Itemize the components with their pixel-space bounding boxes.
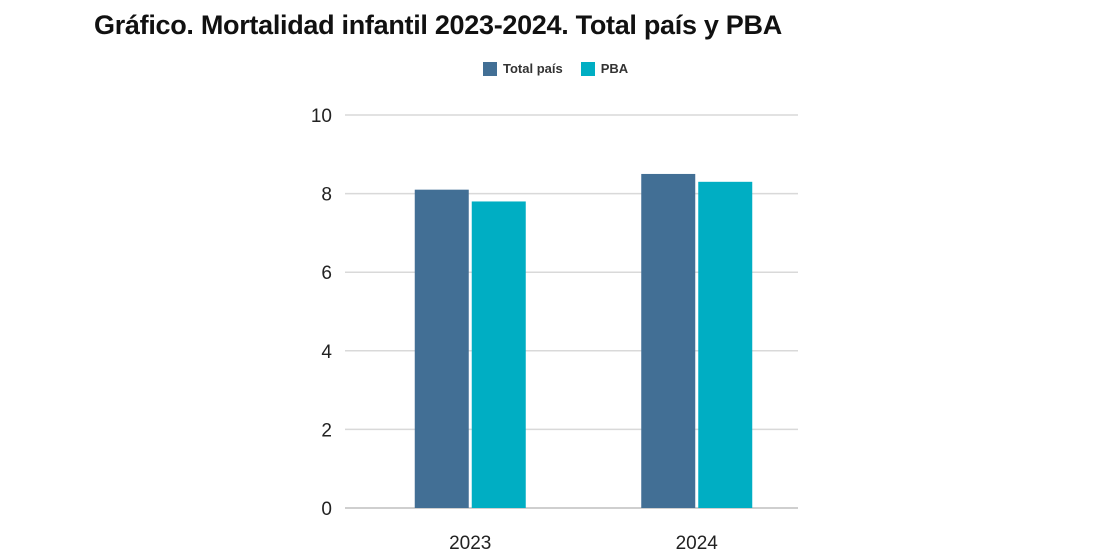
- legend-label-pba: PBA: [600, 61, 629, 76]
- chart-legend: Total país PBA: [483, 61, 628, 76]
- x-axis-ticks: 2023 2024: [449, 533, 718, 554]
- legend-swatch-pba: [580, 61, 595, 76]
- legend-label-total-pais: Total país: [503, 61, 563, 76]
- x-tick-label: 2023: [449, 533, 491, 554]
- y-tick-label: 2: [321, 420, 332, 441]
- bar-pba-2024: [698, 181, 753, 508]
- y-tick-label: 0: [321, 499, 332, 520]
- y-axis-ticks: 0 2 4 6 8 10: [311, 106, 333, 520]
- legend-swatch-total-pais: [483, 61, 497, 76]
- bar-pba-2023: [471, 201, 526, 508]
- chart-title: Gráfico. Mortalidad infantil 2023-2024. …: [94, 10, 782, 40]
- legend-item-pba: PBA: [580, 61, 629, 76]
- y-tick-label: 8: [321, 185, 332, 206]
- y-tick-label: 10: [311, 106, 332, 127]
- y-tick-label: 6: [321, 263, 332, 284]
- y-tick-label: 4: [321, 342, 332, 363]
- x-tick-label: 2024: [676, 533, 719, 554]
- legend-item-total-pais: Total país: [483, 61, 563, 76]
- bar-total-pais-2024: [641, 173, 696, 508]
- bar-total-pais-2023: [414, 189, 469, 509]
- bars: [414, 173, 753, 509]
